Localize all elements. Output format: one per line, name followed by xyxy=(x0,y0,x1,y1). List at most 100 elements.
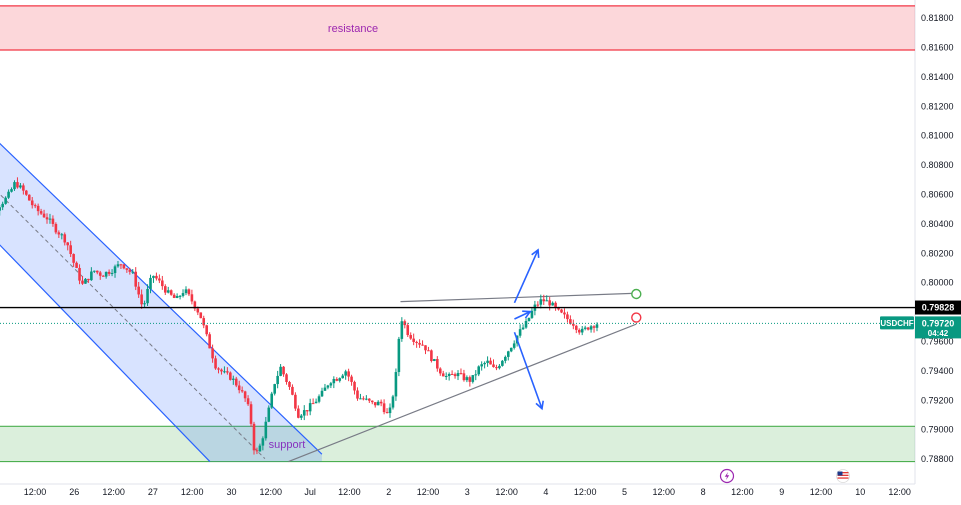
target-marker[interactable] xyxy=(631,288,642,300)
candle-body xyxy=(48,218,52,220)
candle-body xyxy=(27,194,31,201)
candle-body xyxy=(314,401,318,404)
candle-body xyxy=(548,300,551,306)
candle-body xyxy=(226,371,229,373)
us-flag-icon[interactable] xyxy=(836,469,850,483)
support-zone[interactable] xyxy=(0,426,915,462)
candle-body xyxy=(501,360,504,366)
x-tick-label: 12:00 xyxy=(810,487,833,497)
candle-body xyxy=(155,275,158,279)
y-tick-label: 0.79000 xyxy=(921,425,954,435)
candle-body xyxy=(261,438,265,446)
triangle-upper-line[interactable] xyxy=(400,292,637,303)
candle-body xyxy=(285,374,288,382)
candle-body xyxy=(161,280,164,287)
bearish-arrow[interactable] xyxy=(513,331,543,409)
candle-body xyxy=(359,398,362,400)
x-tick-label: 9 xyxy=(779,487,784,497)
candle-body xyxy=(166,290,170,293)
candle-body xyxy=(66,242,70,246)
candle-body xyxy=(557,307,560,310)
candle-body xyxy=(107,271,111,274)
candle-body xyxy=(391,396,395,408)
candle-body xyxy=(282,366,285,375)
channel-mid-line[interactable] xyxy=(0,171,266,459)
candle-body xyxy=(243,391,247,399)
candle-body xyxy=(430,350,433,361)
candle-body xyxy=(492,364,495,368)
candle-body xyxy=(264,421,268,439)
candle-body xyxy=(338,378,342,381)
candle-body xyxy=(208,334,211,349)
candle-body xyxy=(495,367,498,369)
candle-body xyxy=(158,278,161,281)
candle-body xyxy=(54,223,58,233)
candle-body xyxy=(388,407,392,414)
channel-upper-line[interactable] xyxy=(0,121,323,455)
candle-body xyxy=(42,213,46,218)
candle-body xyxy=(542,299,546,302)
x-tick-label: 26 xyxy=(69,487,79,497)
current-price-tag xyxy=(915,316,961,339)
candle-body xyxy=(506,351,510,357)
y-tick-label: 0.81600 xyxy=(921,43,954,53)
candle-body xyxy=(471,375,475,382)
bullish-arrow-head xyxy=(531,248,540,258)
descending-channel-fill[interactable] xyxy=(0,121,322,462)
candle-body xyxy=(335,378,339,381)
x-tick-label: 12:00 xyxy=(24,487,47,497)
candle-body xyxy=(521,327,525,330)
resistance-zone[interactable] xyxy=(0,5,915,50)
support-label: support xyxy=(269,439,306,451)
candle-body xyxy=(93,270,96,272)
candle-body xyxy=(187,289,191,295)
candle-body xyxy=(140,294,143,305)
candle-body xyxy=(353,381,356,391)
y-tick-label: 0.80000 xyxy=(921,278,954,288)
candle-body xyxy=(297,408,300,418)
y-tick-label: 0.81400 xyxy=(921,72,954,82)
candle-body xyxy=(294,394,297,409)
candle-body xyxy=(347,371,350,377)
candle-body xyxy=(196,308,200,313)
bullish-arrow[interactable] xyxy=(513,249,539,304)
candle-body xyxy=(51,218,55,224)
candle-body xyxy=(223,371,226,373)
triangle-lower-line[interactable] xyxy=(288,323,637,463)
candle-body xyxy=(539,299,543,305)
bar-countdown: 04:42 xyxy=(928,329,949,338)
candle-body xyxy=(72,254,75,263)
lightning-icon[interactable] xyxy=(719,468,735,484)
resistance-label: resistance xyxy=(328,23,378,35)
candle-body xyxy=(137,286,140,295)
x-tick-label: 12:00 xyxy=(574,487,597,497)
candle-body xyxy=(234,378,238,386)
candle-body xyxy=(113,266,117,274)
channel-lower-line[interactable] xyxy=(0,221,211,462)
candle-body xyxy=(95,270,99,273)
y-tick-label: 0.81800 xyxy=(921,13,954,23)
stop-marker[interactable] xyxy=(631,312,642,323)
candle-body xyxy=(134,271,138,287)
candle-body xyxy=(122,264,126,269)
candle-body xyxy=(394,372,398,397)
neutral-arrow[interactable] xyxy=(514,310,531,320)
key-level-price: 0.79828 xyxy=(922,303,955,313)
candle-body xyxy=(365,398,368,400)
candle-body xyxy=(1,203,4,208)
candle-body xyxy=(356,390,359,399)
candle-body xyxy=(36,205,40,212)
candle-body xyxy=(252,423,256,451)
candle-body xyxy=(444,376,448,378)
candle-body xyxy=(580,328,584,333)
candle-body xyxy=(270,393,274,408)
candle-body xyxy=(240,390,244,392)
candle-body xyxy=(220,369,223,372)
candle-body xyxy=(486,360,489,363)
candle-body xyxy=(110,273,114,275)
candle-body xyxy=(323,387,327,391)
bearish-arrow-head xyxy=(535,400,544,411)
y-tick-label: 0.79600 xyxy=(921,337,954,347)
